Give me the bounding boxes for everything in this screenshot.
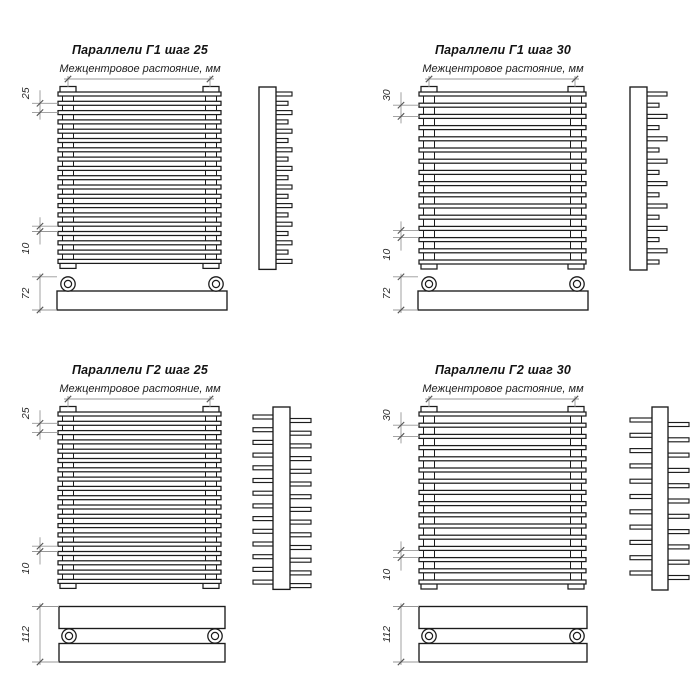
dimensions: 25 10 72 xyxy=(20,75,214,314)
section-view xyxy=(58,605,226,663)
front-view xyxy=(418,85,587,270)
dimensions: 25 10 112 xyxy=(20,395,214,666)
dimension-value-label: 10 xyxy=(20,243,32,255)
subtitle-g1-step-30: Межцентровое растояние, мм xyxy=(422,63,584,75)
side-view xyxy=(629,86,668,271)
subtitle-g2-step-25: Межцентровое растояние, мм xyxy=(59,383,221,395)
dimension-value-label: 25 xyxy=(20,87,32,100)
subtitle-g1-step-25: Межцентровое растояние, мм xyxy=(59,63,221,75)
side-view xyxy=(629,406,690,591)
side-view xyxy=(252,406,312,591)
title-g1-step-30: Параллели Г1 шаг 30 xyxy=(434,43,572,57)
dimension-value-label: 25 xyxy=(20,407,32,420)
dimensions: 30 10 72 xyxy=(381,75,579,314)
subtitle-g2-step-30: Межцентровое растояние, мм xyxy=(422,383,584,395)
title-g2-step-30: Параллели Г2 шаг 30 xyxy=(434,363,572,377)
title-g1-step-25: Параллели Г1 шаг 25 xyxy=(71,43,209,57)
side-view xyxy=(258,86,293,271)
section-view xyxy=(418,605,588,663)
dimension-value-label: 112 xyxy=(381,626,393,643)
front-view xyxy=(418,405,587,590)
dimension-value-label: 10 xyxy=(381,569,393,581)
dimension-value-label: 30 xyxy=(381,89,393,101)
dimension-value-label: 72 xyxy=(381,287,393,299)
dimension-value-label: 30 xyxy=(381,409,393,421)
dimension-value-label: 72 xyxy=(20,287,32,299)
dimension-value-label: 10 xyxy=(20,563,32,575)
drawing-g1-step-30: 30 10 72 xyxy=(381,75,668,314)
front-view xyxy=(57,405,222,590)
section-view xyxy=(417,276,589,311)
drawing-g2-step-25: 25 10 112 xyxy=(20,395,312,666)
drawing-g2-step-30: 30 10 112 xyxy=(381,395,690,666)
dimensions: 30 10 112 xyxy=(381,395,579,666)
front-view xyxy=(57,85,222,270)
dimension-value-label: 112 xyxy=(20,626,32,643)
section-view xyxy=(56,276,228,311)
drawing-g1-step-25: 25 10 72 xyxy=(20,75,293,314)
dimension-value-label: 10 xyxy=(381,249,393,261)
title-g2-step-25: Параллели Г2 шаг 25 xyxy=(71,363,209,377)
